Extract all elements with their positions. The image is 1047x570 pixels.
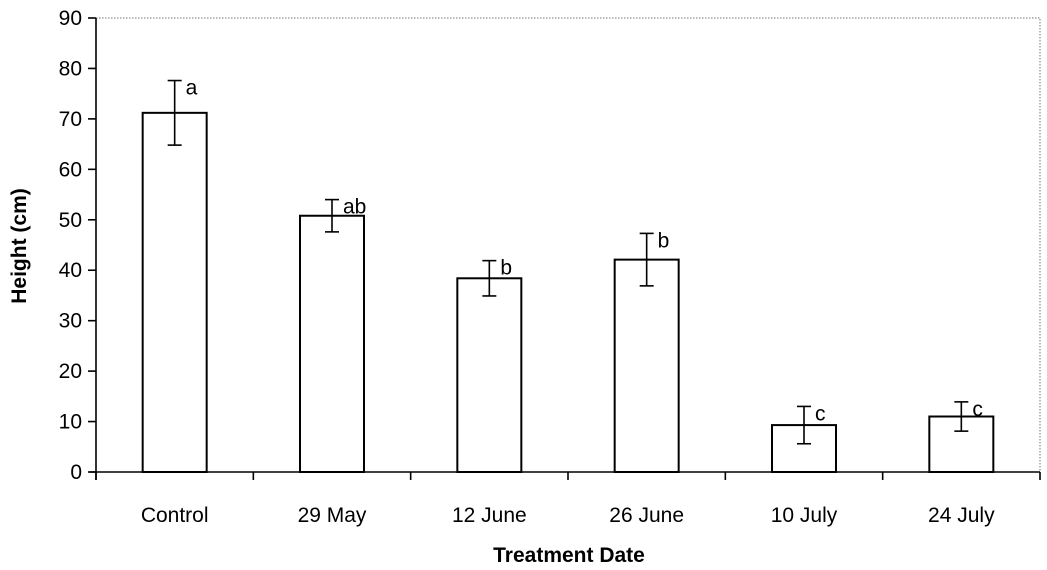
error-bar-2	[482, 259, 497, 297]
significance-label-3: b	[658, 229, 670, 252]
y-tick-label-1: 10	[59, 411, 82, 434]
y-tick-label-7: 70	[59, 108, 82, 131]
error-bar-3	[639, 232, 654, 287]
bars	[141, 79, 995, 474]
y-tick-label-6: 60	[59, 158, 82, 181]
y-tick-label-8: 80	[59, 57, 82, 80]
y-tick-label-9: 90	[59, 7, 82, 30]
plot-area-frame	[95, 17, 1041, 473]
bar-3	[613, 258, 680, 473]
significance-label-5: c	[972, 398, 983, 421]
x-tick-label-5: 24 July	[928, 504, 995, 527]
significance-label-2: b	[500, 257, 512, 280]
y-tick-label-4: 40	[59, 259, 82, 282]
error-bar-5	[954, 401, 969, 432]
error-bar-1	[325, 198, 339, 233]
x-tick-label-0: Control	[141, 504, 209, 527]
bar-2	[456, 277, 523, 473]
y-tick-label-0: 0	[70, 461, 82, 484]
y-tick-label-5: 50	[59, 209, 82, 232]
axes	[88, 17, 1041, 480]
x-tick-label-1: 29 May	[298, 504, 367, 527]
significance-label-4: c	[815, 402, 826, 425]
significance-label-0: a	[186, 77, 198, 100]
y-tick-label-3: 30	[59, 310, 82, 333]
bar-1	[299, 214, 365, 473]
x-tick-label-4: 10 July	[771, 504, 838, 527]
error-bar-4	[797, 405, 811, 445]
error-bar-0	[167, 79, 182, 146]
x-axis-title: Treatment Date	[493, 544, 645, 567]
significance-label-1: ab	[343, 196, 366, 219]
x-tick-label-2: 12 June	[452, 504, 527, 527]
y-axis-title: Height (cm)	[8, 188, 31, 304]
y-tick-label-2: 20	[59, 360, 82, 383]
x-tick-label-3: 26 June	[609, 504, 684, 527]
bar-0	[141, 111, 208, 474]
